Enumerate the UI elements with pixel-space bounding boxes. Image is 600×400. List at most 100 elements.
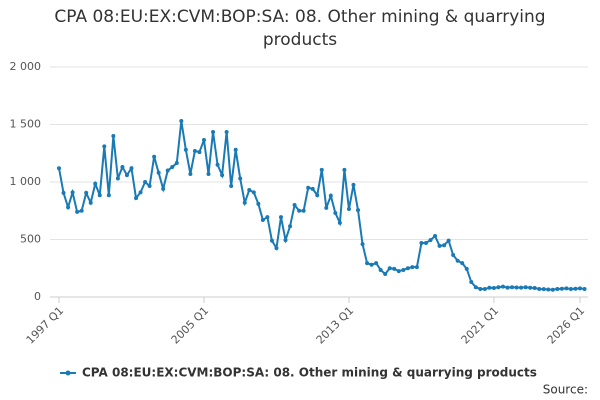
data-point	[550, 287, 555, 292]
data-point	[555, 286, 560, 291]
data-point	[433, 234, 438, 239]
data-point	[401, 267, 406, 272]
data-point	[500, 284, 505, 289]
data-point	[233, 147, 238, 152]
data-point	[188, 171, 193, 176]
data-point	[220, 173, 225, 178]
data-point	[215, 162, 220, 167]
data-point	[170, 165, 175, 170]
data-point	[455, 258, 460, 263]
data-point	[537, 286, 542, 291]
series-line	[58, 120, 585, 291]
data-point	[265, 215, 270, 220]
data-point	[346, 207, 351, 212]
data-point	[573, 286, 578, 291]
data-point	[283, 238, 288, 243]
data-point	[528, 285, 533, 290]
data-point	[360, 242, 365, 247]
data-point	[152, 154, 157, 159]
data-point	[247, 188, 252, 193]
data-point	[79, 208, 84, 213]
x-tick-label: 1997 Q1	[24, 304, 67, 347]
data-point	[405, 266, 410, 271]
data-point	[124, 173, 129, 178]
data-point	[260, 217, 265, 222]
data-point	[568, 286, 573, 291]
data-point	[292, 203, 297, 207]
data-point	[156, 170, 161, 175]
data-point	[428, 238, 433, 243]
data-point	[578, 286, 582, 291]
y-tick-label: 500	[20, 233, 41, 246]
data-point	[93, 181, 98, 186]
data-point	[374, 261, 379, 266]
data-point	[183, 147, 188, 152]
data-point	[378, 267, 383, 272]
y-tick-label: 0	[34, 290, 41, 303]
data-point	[274, 246, 279, 251]
data-point	[143, 180, 148, 184]
data-point	[102, 144, 107, 149]
data-point	[315, 193, 320, 198]
data-point	[147, 184, 152, 189]
x-tick-label: 2013 Q1	[314, 304, 357, 347]
data-point	[337, 220, 342, 225]
data-point	[383, 272, 388, 276]
data-point	[369, 262, 374, 267]
legend-marker	[65, 370, 71, 376]
data-point	[161, 186, 166, 191]
data-point	[192, 148, 197, 153]
chart-title: CPA 08:EU:EX:CVM:BOP:SA: 08. Other minin…	[54, 7, 546, 50]
y-tick-label: 1 500	[10, 118, 42, 131]
source: Source:	[543, 383, 588, 397]
data-point	[224, 129, 229, 134]
data-point	[111, 134, 116, 138]
data-point	[414, 265, 419, 270]
data-point	[482, 286, 487, 291]
data-point	[410, 265, 415, 270]
data-point	[211, 129, 216, 134]
data-point	[437, 243, 442, 248]
data-point	[278, 215, 283, 220]
data-point	[546, 287, 551, 292]
data-point	[197, 150, 202, 155]
y-tick-label: 1 000	[10, 175, 42, 188]
data-point	[238, 176, 243, 181]
data-point	[66, 205, 71, 210]
data-point	[356, 208, 361, 213]
data-point	[324, 205, 329, 210]
data-point	[84, 190, 89, 195]
data-point	[229, 184, 234, 189]
data-point	[319, 167, 324, 172]
data-point	[523, 285, 528, 290]
data-point	[310, 186, 315, 191]
data-point	[541, 287, 546, 292]
data-point	[306, 185, 311, 190]
data-point	[473, 285, 478, 290]
data-point	[138, 190, 143, 195]
data-point	[564, 286, 569, 291]
data-point	[532, 286, 537, 291]
data-point	[496, 285, 501, 290]
data-point	[446, 238, 451, 243]
data-point	[256, 201, 261, 206]
data-point	[469, 280, 474, 285]
data-point	[165, 168, 170, 173]
data-point	[365, 261, 370, 266]
data-point	[478, 286, 483, 291]
data-point	[106, 193, 111, 198]
data-point	[419, 240, 424, 245]
data-point	[120, 165, 125, 170]
data-point	[464, 266, 469, 271]
data-point	[559, 286, 564, 291]
data-point	[392, 266, 397, 271]
data-point	[442, 243, 447, 248]
data-point	[519, 285, 524, 290]
data-point	[129, 166, 134, 171]
data-point	[97, 193, 102, 198]
data-point	[582, 286, 587, 291]
data-point	[487, 285, 492, 290]
y-tick-label: 2 000	[10, 60, 42, 73]
